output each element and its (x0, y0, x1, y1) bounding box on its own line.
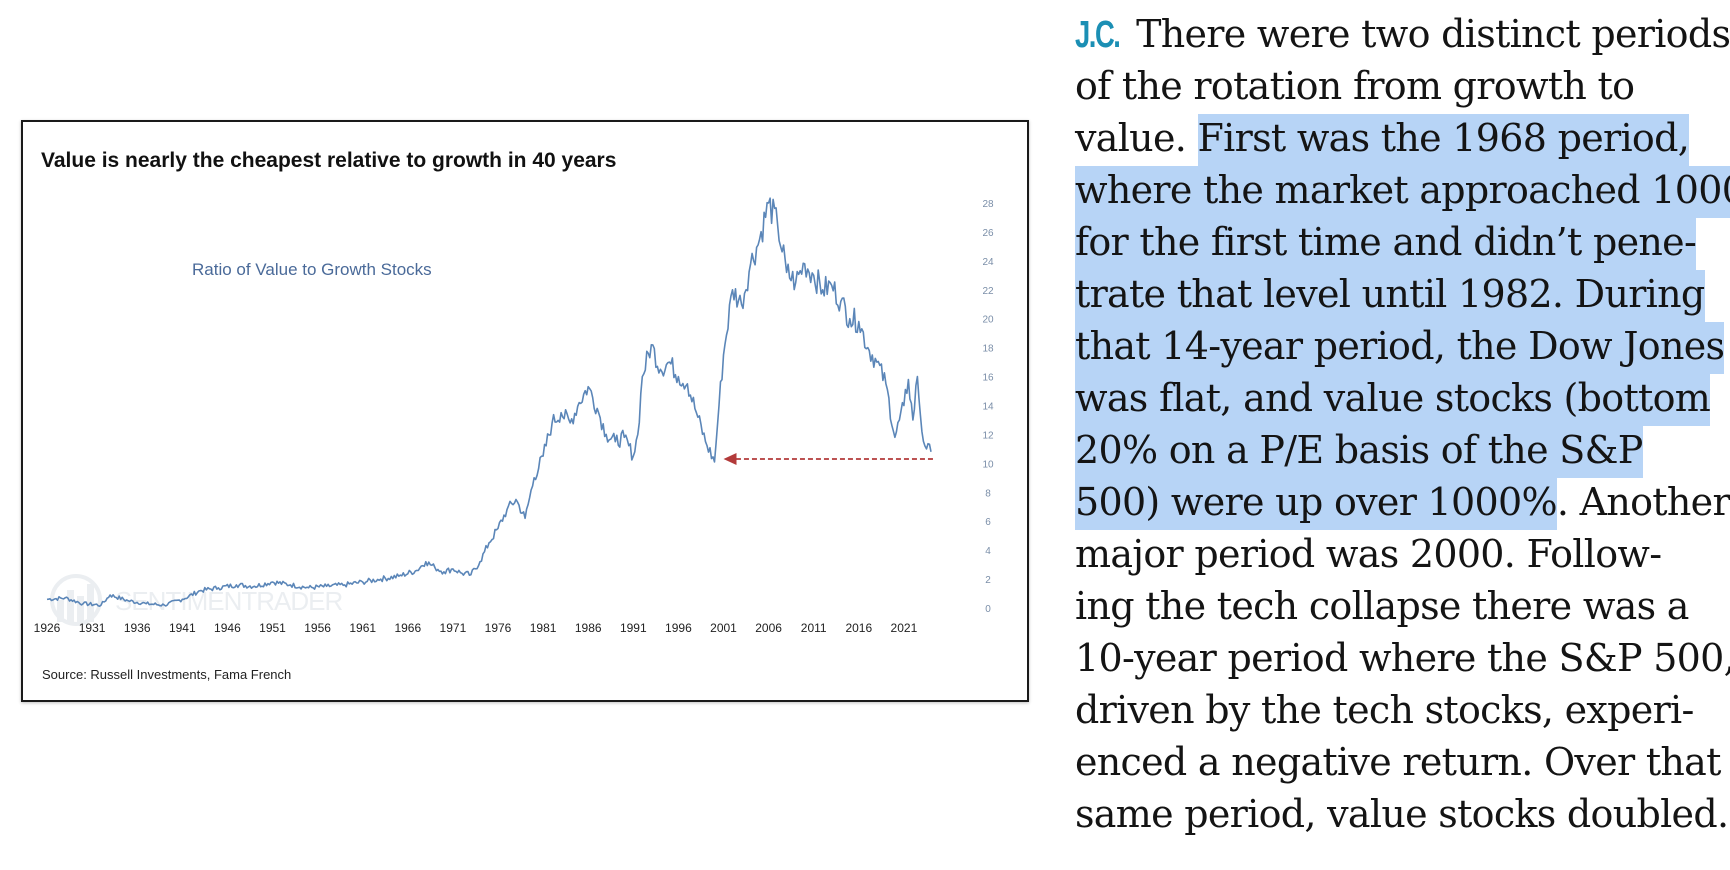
highlighted-text: that 14-year period, the Dow Jones (1075, 322, 1725, 374)
x-tick-label: 1981 (530, 621, 557, 635)
article-line: was flat, and value stocks (bottom (1075, 372, 1725, 426)
chart-title: Value is nearly the cheapest relative to… (41, 149, 616, 172)
y-tick-label: 6 (985, 517, 991, 528)
x-axis: 1926 1931 1936 1941 1946 1951 1956 1961 1966 1971… (34, 621, 918, 635)
text-segment: ing the tech collapse there was a (1075, 584, 1689, 628)
x-tick-label: 1961 (349, 621, 376, 635)
text-segment: major period was 2000. Follow- (1075, 532, 1662, 576)
x-tick-label: 2006 (755, 621, 782, 635)
y-tick-label: 20 (982, 315, 994, 326)
x-tick-label: 1956 (304, 621, 331, 635)
x-tick-label: 1941 (169, 621, 196, 635)
x-tick-label: 1971 (440, 621, 467, 635)
text-segment: enced a negative return. Over that (1075, 740, 1721, 784)
text-segment: driven by the tech stocks, experi- (1075, 688, 1694, 732)
text-segment: . Another (1556, 480, 1730, 524)
series-layer (46, 197, 932, 607)
watermark-logo: SENTIMENTRADER (50, 574, 343, 626)
chart-canvas: SENTIMENTRADER Value is nearly the cheap… (34, 149, 994, 682)
y-tick-label: 24 (982, 257, 994, 268)
text-segment: of the rotation from growth to (1075, 64, 1635, 108)
annotation-layer (723, 453, 933, 466)
x-tick-label: 1996 (665, 621, 692, 635)
text-segment: There were two distinct periods (1124, 12, 1730, 56)
highlighted-text: 500) were up over 1000% (1075, 478, 1558, 530)
y-tick-label: 10 (982, 459, 994, 470)
y-tick-label: 26 (982, 228, 994, 239)
y-tick-label: 8 (985, 488, 991, 499)
article-line: 10-year period where the S&P 500, (1075, 632, 1730, 684)
y-tick-label: 2 (985, 575, 991, 586)
author-initials: J.C. (1075, 14, 1121, 56)
article-line: that 14-year period, the Dow Jones (1075, 320, 1725, 374)
article-line: 500) were up over 1000%. Another (1075, 476, 1730, 530)
article-line: ing the tech collapse there was a (1075, 580, 1725, 632)
x-tick-label: 1951 (259, 621, 286, 635)
highlighted-text: First was the 1968 period, (1197, 114, 1690, 166)
highlighted-text: for the first time and didn’t pene- (1075, 218, 1697, 270)
article-line: major period was 2000. Follow- (1075, 528, 1725, 580)
text-segment: 10-year period where the S&P 500, (1075, 636, 1730, 680)
x-tick-label: 1986 (575, 621, 602, 635)
article-line: J.C. There were two distinct periods (1075, 8, 1730, 60)
x-tick-label: 2021 (891, 621, 918, 635)
highlighted-text: trate that level until 1982. During (1075, 270, 1705, 322)
highlighted-text: was flat, and value stocks (bottom (1075, 374, 1711, 426)
highlighted-text: where the market approached 1000 (1075, 166, 1730, 218)
x-tick-label: 2016 (845, 621, 872, 635)
article-line: value. First was the 1968 period, (1075, 112, 1725, 166)
y-tick-label: 12 (982, 430, 994, 441)
chart-source: Source: Russell Investments, Fama French (42, 667, 291, 682)
article-line: of the rotation from growth to (1075, 60, 1725, 112)
article-line: enced a negative return. Over that (1075, 736, 1725, 788)
text-segment: same period, value stocks doubled. (1075, 792, 1729, 836)
y-tick-label: 0 (985, 604, 991, 615)
article-line: driven by the tech stocks, experi- (1075, 684, 1725, 736)
x-tick-label: 1926 (34, 621, 61, 635)
annotation-arrowhead (723, 453, 737, 466)
y-tick-label: 28 (982, 199, 994, 210)
y-tick-label: 4 (985, 546, 991, 557)
x-tick-label: 1991 (620, 621, 647, 635)
article-line: for the first time and didn’t pene- (1075, 216, 1725, 270)
x-tick-label: 2011 (801, 621, 827, 635)
highlighted-text: 20% on a P/E basis of the S&P (1075, 426, 1643, 478)
x-tick-label: 1946 (214, 621, 241, 635)
y-tick-label: 14 (982, 402, 994, 413)
chart-subtitle: Ratio of Value to Growth Stocks (192, 260, 432, 279)
x-tick-label: 1966 (394, 621, 421, 635)
article-line: where the market approached 1000 (1075, 164, 1730, 218)
chart-figure: SENTIMENTRADER Value is nearly the cheap… (21, 120, 1029, 702)
y-tick-label: 16 (982, 373, 994, 384)
y-tick-label: 22 (982, 286, 994, 297)
article-line: 20% on a P/E basis of the S&P (1075, 424, 1725, 478)
article-line: trate that level until 1982. During (1075, 268, 1725, 322)
x-tick-label: 2001 (710, 621, 737, 635)
x-tick-label: 1976 (485, 621, 512, 635)
article-text: J.C. There were two distinct periods of t… (1075, 8, 1730, 840)
series-line (46, 197, 932, 607)
text-segment: value. (1075, 116, 1198, 160)
article-line: same period, value stocks doubled. (1075, 788, 1729, 840)
x-tick-label: 1931 (79, 621, 106, 635)
y-tick-label: 18 (982, 344, 994, 355)
x-tick-label: 1936 (124, 621, 151, 635)
watermark-text: SENTIMENTRADER (115, 586, 342, 616)
